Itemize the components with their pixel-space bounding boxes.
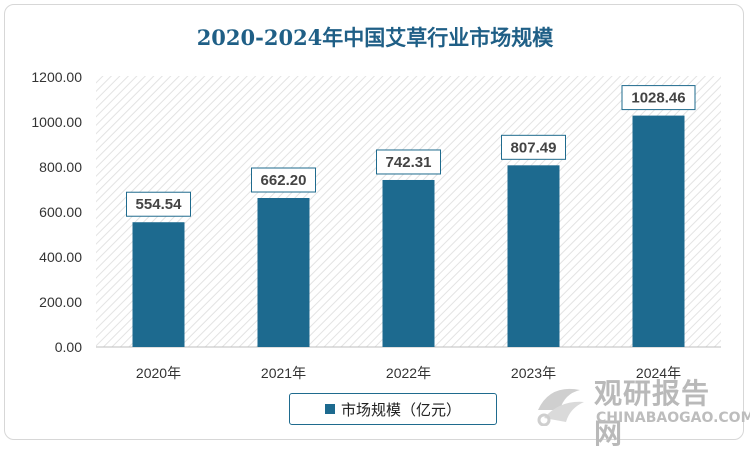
bar-2020年 (132, 222, 185, 347)
data-label: 662.20 (261, 172, 307, 189)
bar-2022年 (382, 179, 435, 347)
x-tick-label: 2021年 (261, 365, 306, 381)
watermark-logo-icon (537, 388, 584, 426)
legend-label: 市场规模（亿元） (340, 401, 461, 419)
y-tick-label: 400.00 (39, 249, 82, 265)
bars (132, 115, 685, 347)
data-labels: 554.54 662.20 742.31 807.49 1028.46 (126, 85, 696, 217)
y-tick-label: 1200.00 (31, 69, 82, 85)
y-tick-label: 800.00 (39, 159, 82, 175)
y-axis: 0.00 200.00 400.00 600.00 800.00 1000.00 1200.… (31, 69, 82, 355)
data-label-box (126, 191, 191, 217)
bar-2024年 (632, 115, 685, 347)
data-label: 807.49 (511, 139, 557, 156)
legend: 市场规模（亿元） (289, 393, 497, 425)
bar-2023年 (507, 165, 560, 347)
data-label-box (251, 167, 316, 193)
data-label: 1028.46 (631, 90, 685, 107)
y-tick-label: 600.00 (39, 204, 82, 220)
y-tick-label: 200.00 (39, 294, 82, 310)
legend-swatch (324, 404, 335, 414)
data-label-box (501, 134, 566, 160)
data-label-box (621, 85, 696, 111)
watermark: 观研报告网 CHINABAOGAO.COM (537, 372, 750, 450)
chart-title: 2020-2024年中国艾草行业市场规模 (196, 25, 554, 50)
x-tick-label: 2022年 (386, 365, 431, 381)
x-tick-label: 2024年 (636, 365, 681, 381)
y-tick-label: 0.00 (55, 339, 82, 355)
watermark-cn: 观研报告网 (594, 377, 711, 450)
data-label-box (376, 149, 441, 175)
x-tick-label: 2020年 (136, 365, 181, 381)
bar-2021年 (257, 198, 310, 347)
x-axis: 2020年 2021年 2022年 2023年 2024年 (136, 365, 681, 381)
data-label: 742.31 (386, 154, 432, 171)
watermark-en: CHINABAOGAO.COM (596, 410, 750, 426)
data-label: 554.54 (136, 196, 183, 213)
x-tick-label: 2023年 (511, 365, 556, 381)
y-tick-label: 1000.00 (31, 114, 82, 130)
